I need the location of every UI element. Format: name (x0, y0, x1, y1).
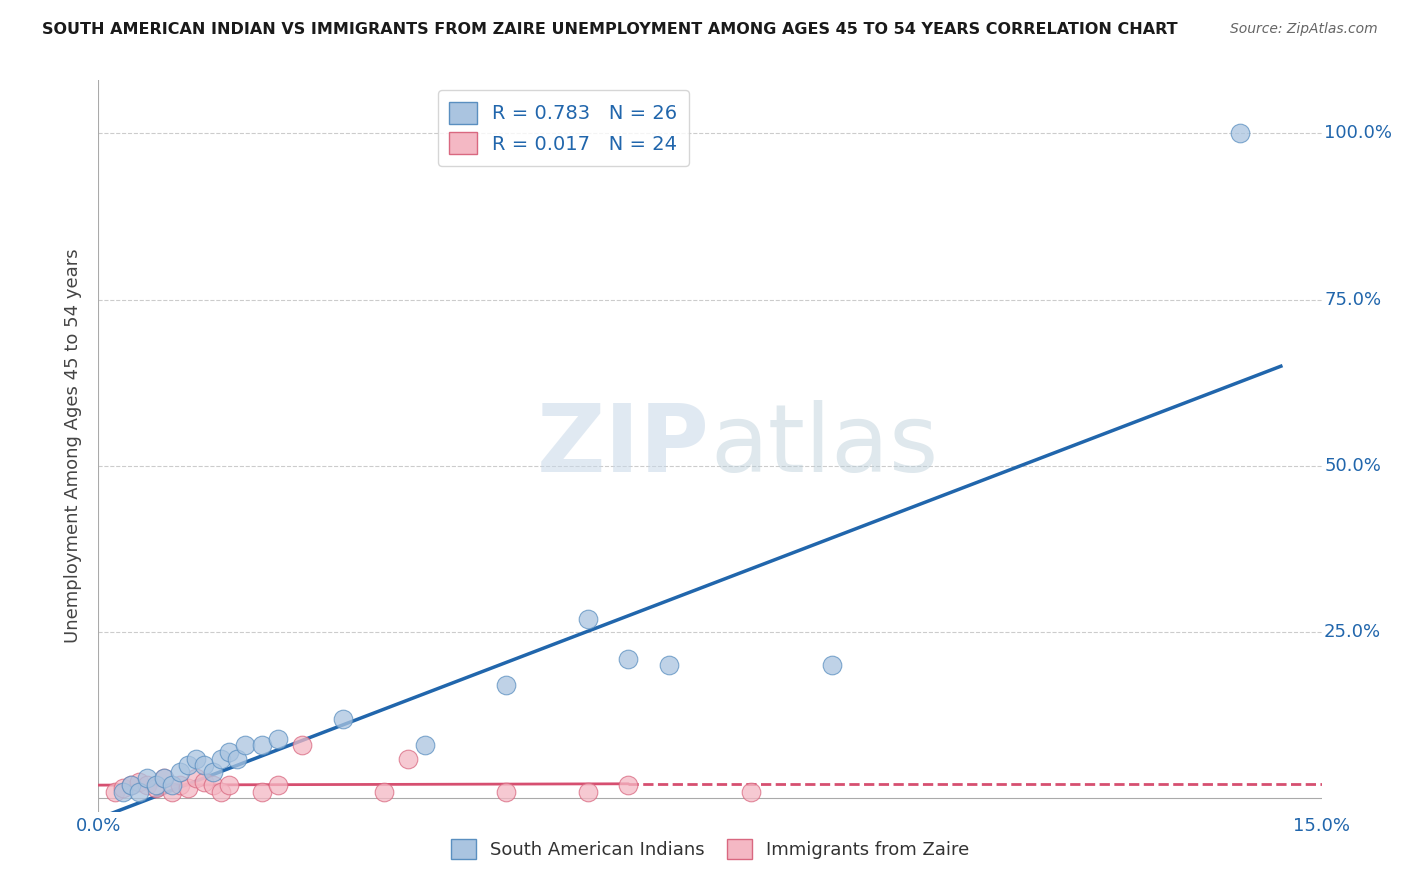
Point (576, 612, 599, 626)
Point (120, 778, 142, 792)
Point (152, 772, 174, 786)
Point (495, 678, 517, 692)
Point (169, 778, 191, 792)
Point (177, 781, 200, 796)
Point (267, 731, 290, 746)
Point (218, 778, 240, 792)
Y-axis label: Unemployment Among Ages 45 to 54 years: Unemployment Among Ages 45 to 54 years (65, 249, 83, 643)
Text: atlas: atlas (710, 400, 938, 492)
Point (413, 738, 436, 752)
Point (495, 785, 517, 799)
Text: 100.0%: 100.0% (1324, 125, 1392, 143)
Point (186, 772, 208, 786)
Point (177, 758, 200, 772)
Point (111, 785, 134, 799)
Point (332, 712, 354, 726)
Text: 25.0%: 25.0% (1324, 624, 1381, 641)
Point (233, 738, 256, 752)
Point (169, 764, 191, 779)
Point (128, 774, 150, 789)
Point (152, 772, 174, 786)
Legend: South American Indians, Immigrants from Zaire: South American Indians, Immigrants from … (441, 830, 979, 869)
Point (250, 785, 273, 799)
Point (617, 652, 640, 666)
Point (128, 785, 150, 799)
Point (209, 751, 232, 765)
Point (291, 738, 314, 752)
Point (396, 751, 419, 765)
Text: SOUTH AMERICAN INDIAN VS IMMIGRANTS FROM ZAIRE UNEMPLOYMENT AMONG AGES 45 TO 54 : SOUTH AMERICAN INDIAN VS IMMIGRANTS FROM… (42, 22, 1178, 37)
Point (145, 781, 167, 796)
Point (136, 772, 159, 786)
Point (209, 785, 232, 799)
Point (740, 785, 762, 799)
Point (160, 778, 183, 792)
Point (111, 781, 134, 796)
Point (821, 658, 844, 673)
Point (576, 785, 599, 799)
Text: 50.0%: 50.0% (1324, 457, 1381, 475)
Text: ZIP: ZIP (537, 400, 710, 492)
Point (1229, 127, 1251, 141)
Text: Source: ZipAtlas.com: Source: ZipAtlas.com (1230, 22, 1378, 37)
Text: 75.0%: 75.0% (1324, 291, 1381, 309)
Point (373, 785, 395, 799)
Point (267, 778, 290, 792)
Point (201, 764, 224, 779)
Point (136, 778, 159, 792)
Point (120, 778, 142, 792)
Point (160, 785, 183, 799)
Point (145, 778, 167, 792)
Point (617, 778, 640, 792)
Point (193, 774, 215, 789)
Point (218, 745, 240, 759)
Point (186, 751, 208, 765)
Point (193, 758, 215, 772)
Point (226, 751, 249, 765)
Point (658, 658, 681, 673)
Point (104, 785, 127, 799)
Point (250, 738, 273, 752)
Point (201, 778, 224, 792)
